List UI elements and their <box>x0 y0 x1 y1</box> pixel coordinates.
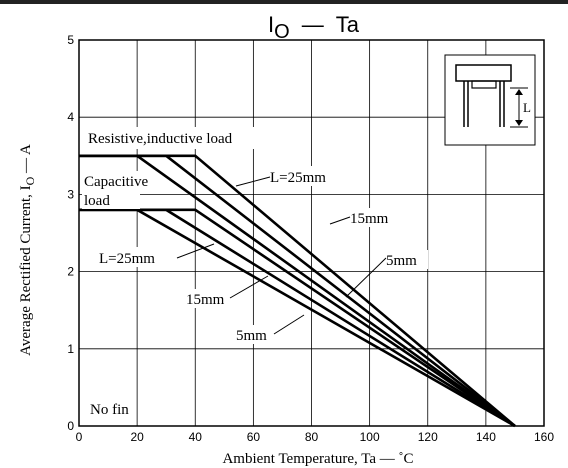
label-res-5: 5mm <box>386 253 417 269</box>
x-tick-label: 20 <box>130 430 144 444</box>
leader-res-25 <box>235 176 271 187</box>
y-tick-label: 1 <box>67 342 74 356</box>
leader-lines <box>176 176 387 335</box>
title-rest: Ta <box>336 12 360 37</box>
label-res-15: 15mm <box>350 211 389 227</box>
top-rule <box>0 0 568 4</box>
label-bg-cap-25 <box>97 247 179 267</box>
y-axis-label: Average Rectified Current, IO — A <box>18 144 37 356</box>
inset-dim-arrow-down <box>515 120 523 126</box>
label-cap-15: 15mm <box>186 292 225 308</box>
x-tick-label: 160 <box>534 430 554 444</box>
y-tick-label: 2 <box>67 265 74 279</box>
ylabel-post: — A <box>18 144 34 177</box>
label-capacitive-1: Capacitive <box>84 174 148 190</box>
label-res-25: L=25mm <box>270 170 326 186</box>
plot-frame <box>78 39 545 427</box>
inset-dim-arrow-up <box>515 89 523 95</box>
curve-resistive-2 <box>79 154 516 428</box>
ylabel-pre: Average Rectified Current, I <box>18 185 34 355</box>
inset-frame <box>444 54 536 146</box>
package-inset-icon <box>444 54 536 146</box>
leader-res-5 <box>345 257 387 298</box>
y-tick-label: 4 <box>67 110 74 124</box>
label-bg-capacitive <box>82 171 140 209</box>
x-tick-label: 40 <box>189 430 203 444</box>
y-tick-label: 5 <box>67 33 74 47</box>
label-bg-cap-5 <box>234 325 276 344</box>
curve-capacitive-5 <box>79 208 516 428</box>
leader-cap-5 <box>273 314 305 335</box>
x-tick-label: 80 <box>305 430 319 444</box>
label-cap-25: L=25mm <box>99 251 155 267</box>
x-axis-label: Ambient Temperature, Ta — ˚C <box>222 451 413 467</box>
leader-cap-25 <box>176 243 215 259</box>
title-sub: O <box>274 21 290 43</box>
y-tick-label: 3 <box>67 187 74 201</box>
ylabel-sub: O <box>23 176 37 185</box>
title-sep: — <box>302 12 324 37</box>
label-resistive: Resistive,inductive load <box>88 131 233 147</box>
tick-labels: 0 20 40 60 80 100 120 140 160 0 1 2 3 4 5 <box>67 33 554 444</box>
label-no-fin: No fin <box>90 402 129 418</box>
label-capacitive-2: load <box>84 193 110 209</box>
label-cap-5: 5mm <box>236 328 267 344</box>
label-bg-res-5 <box>384 250 428 269</box>
x-tick-label: 120 <box>418 430 438 444</box>
title-main: I <box>268 12 274 37</box>
y-tick-label: 0 <box>67 419 74 433</box>
x-tick-label: 60 <box>247 430 261 444</box>
label-bg-res-25 <box>266 166 354 186</box>
x-tick-label: 140 <box>476 430 496 444</box>
x-tick-label: 100 <box>360 430 380 444</box>
label-bg-cap-15 <box>184 289 234 308</box>
x-tick-label: 0 <box>76 430 83 444</box>
leader-res-15 <box>329 216 351 225</box>
chart-title: IO — Ta <box>268 12 360 43</box>
label-bg-resistive <box>84 127 286 149</box>
inset-L-label: L <box>523 100 531 115</box>
inset-package-base <box>471 80 497 89</box>
curves <box>79 154 516 428</box>
leader-cap-15 <box>229 275 269 299</box>
label-bg-res-15 <box>348 208 394 227</box>
